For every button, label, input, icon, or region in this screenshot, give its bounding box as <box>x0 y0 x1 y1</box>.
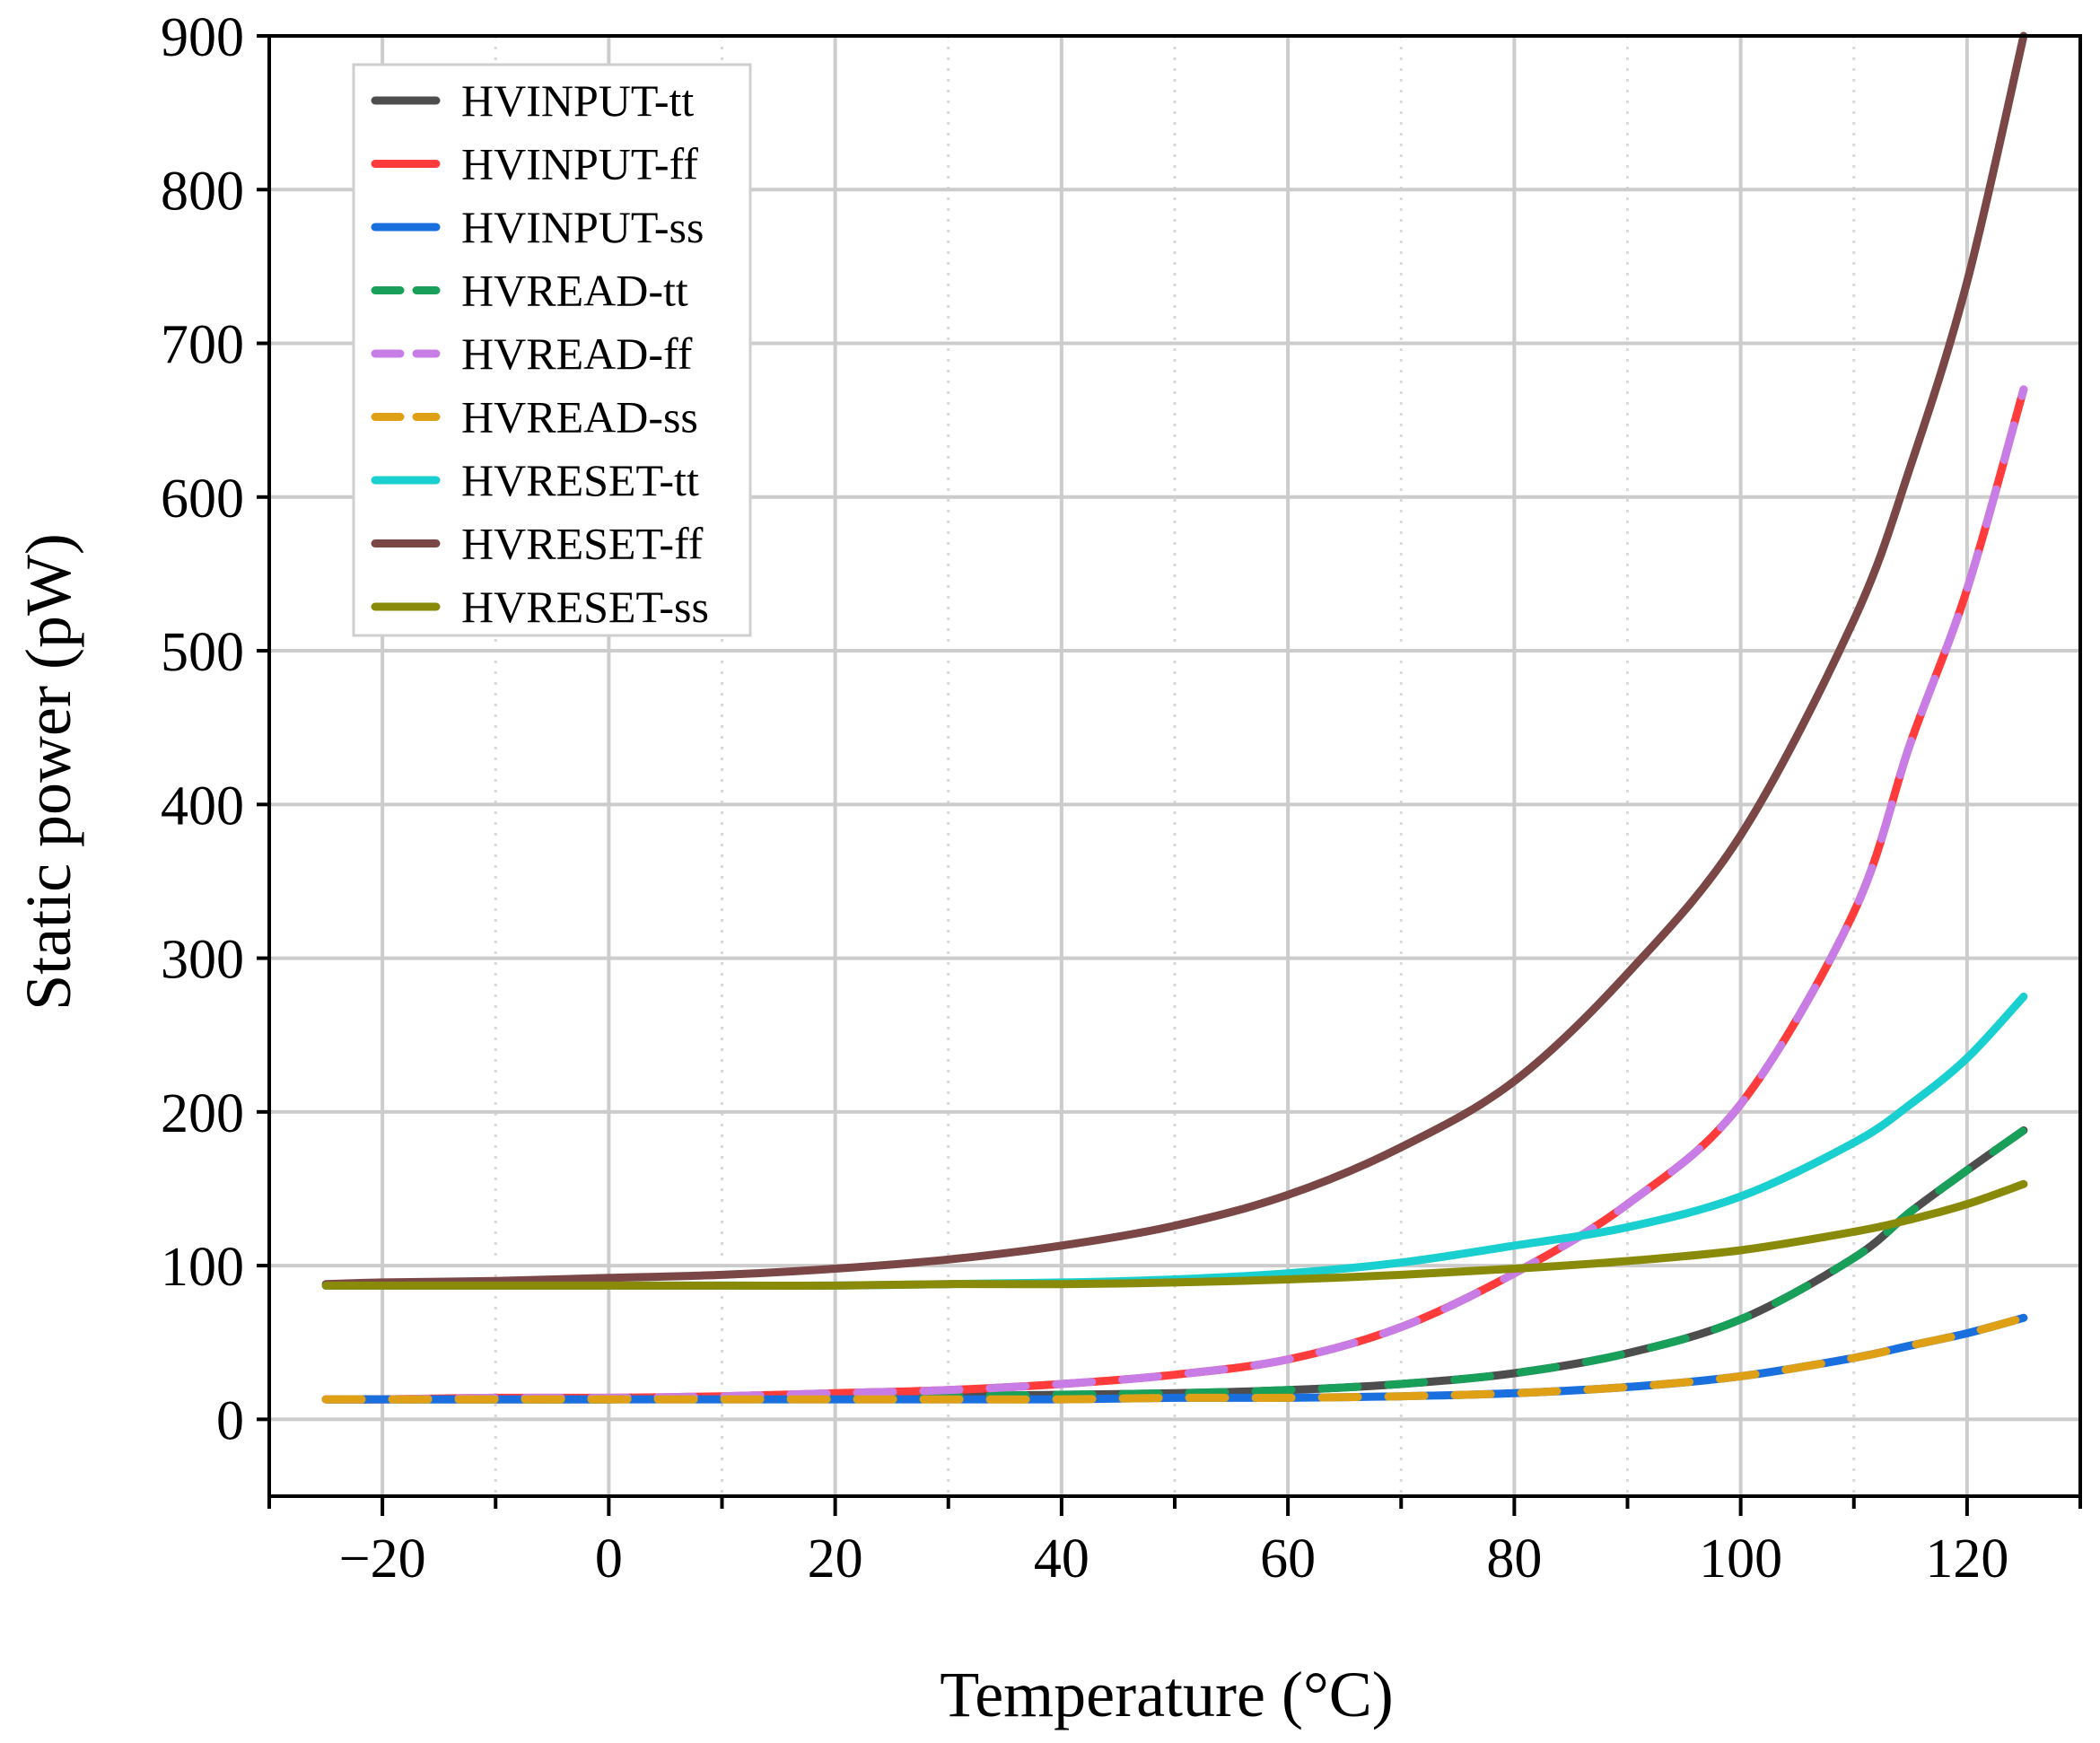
y-tick-label: 500 <box>161 622 244 683</box>
series-line-hvreset-ss <box>321 1179 2028 1291</box>
legend-label-hvinput-ss: HVINPUT-ss <box>461 202 704 252</box>
series-line-hvread-ff <box>321 385 2028 1404</box>
y-tick-label: 100 <box>161 1237 244 1298</box>
legend-label-hvinput-tt: HVINPUT-tt <box>461 75 694 126</box>
series-line-hvreset-ff <box>321 31 2028 1289</box>
legend-label-hvreset-ss: HVRESET-ss <box>461 582 709 632</box>
y-axis-title: Static power (pW) <box>13 533 84 1011</box>
x-tick-label: 80 <box>1486 1528 1542 1590</box>
y-tick-label: 700 <box>161 315 244 376</box>
y-tick-label: 0 <box>216 1390 244 1451</box>
y-tick-label: 600 <box>161 469 244 530</box>
legend-label-hvreset-tt: HVRESET-tt <box>461 455 699 505</box>
y-tick-label: 800 <box>161 161 244 222</box>
y-tick-label: 900 <box>161 7 244 68</box>
x-tick-label: −20 <box>339 1528 426 1590</box>
x-tick-label: 100 <box>1699 1528 1782 1590</box>
y-tick-label: 200 <box>161 1083 244 1144</box>
x-tick-label: 0 <box>595 1528 623 1590</box>
y-tick-label: 300 <box>161 930 244 991</box>
series-line-hvread-ss <box>321 1313 2028 1404</box>
x-axis-title: Temperature (°C) <box>940 1659 1394 1730</box>
x-tick-label: 60 <box>1260 1528 1316 1590</box>
x-tick-label: 120 <box>1925 1528 2008 1590</box>
legend-label-hvinput-ff: HVINPUT-ff <box>461 139 698 189</box>
x-tick-label: 20 <box>808 1528 863 1590</box>
legend-label-hvreset-ff: HVRESET-ff <box>461 519 704 569</box>
axis-ticks: −20 0 20 40 60 80 100 120 0 100 200 300 400 500 600 700… <box>161 7 2082 1590</box>
legend-label-hvread-tt: HVREAD-tt <box>461 266 688 316</box>
legend: HVINPUT-tt HVINPUT-ff HVINPUT-ss HVREAD-tt H… <box>352 63 752 637</box>
legend-label-hvread-ff: HVREAD-ff <box>461 328 693 379</box>
x-tick-label: 40 <box>1034 1528 1089 1590</box>
y-tick-label: 400 <box>161 775 244 836</box>
legend-label-hvread-ss: HVREAD-ss <box>461 392 698 442</box>
plot-series <box>321 31 2028 1404</box>
